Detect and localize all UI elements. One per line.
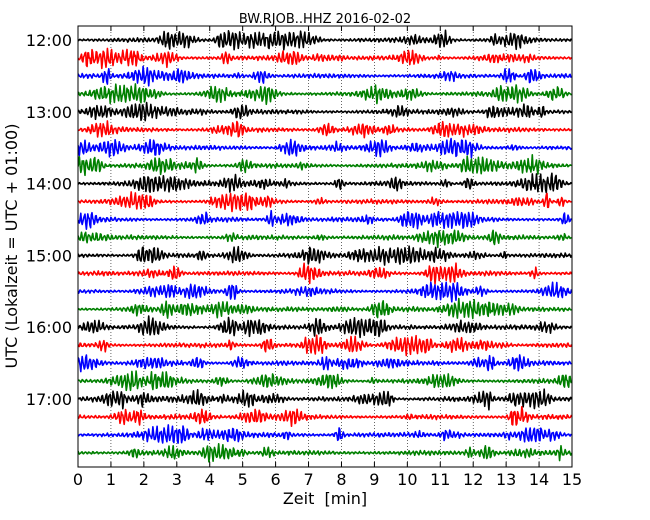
- seismic-trace: [78, 388, 572, 411]
- y-axis-label: UTC (Lokalzeit = UTC + 01:00): [2, 124, 21, 369]
- y-tick-label: 15:00: [26, 246, 72, 265]
- x-tick-label: 3: [172, 470, 182, 489]
- traces-layer: [78, 29, 572, 463]
- x-tick-label: 4: [205, 470, 215, 489]
- seismic-trace: [78, 442, 572, 463]
- seismic-trace: [78, 354, 572, 373]
- seismic-trace: [78, 47, 572, 70]
- seismic-trace: [78, 262, 572, 285]
- x-tick-label: 0: [73, 470, 83, 489]
- seismic-trace: [78, 315, 572, 339]
- seismic-trace: [78, 191, 572, 213]
- seismic-trace: [78, 29, 572, 51]
- x-tick-label: 6: [271, 470, 281, 489]
- x-axis-label: Zeit [min]: [283, 489, 367, 508]
- plot-frame: [77, 25, 573, 468]
- x-tick-label: 14: [529, 470, 549, 489]
- y-tick-label: 12:00: [26, 31, 72, 50]
- x-tick-label: 15: [562, 470, 582, 489]
- chart-title: BW.RJOB..HHZ 2016-02-02: [239, 12, 411, 27]
- seismic-trace: [78, 154, 572, 177]
- x-tick-label: 13: [496, 470, 516, 489]
- x-tick-label: 7: [303, 470, 313, 489]
- x-tick-label: 2: [139, 470, 149, 489]
- y-tick-label: 14:00: [26, 175, 72, 194]
- seismic-trace: [78, 65, 572, 87]
- x-axis: 0 1 2 3 4 5 6 7 8 9 10 11 12 13 14 15: [73, 26, 582, 489]
- seismic-trace: [78, 229, 572, 249]
- x-tick-label: 8: [336, 470, 346, 489]
- seismic-trace: [78, 297, 572, 320]
- seismic-trace: [78, 120, 572, 139]
- seismic-trace: [78, 370, 572, 392]
- seismic-trace: [78, 209, 572, 231]
- seismic-trace: [78, 334, 572, 357]
- y-tick-label: 13:00: [26, 103, 72, 122]
- x-tick-label: 11: [430, 470, 450, 489]
- y-axis: 12:00 13:00 14:00 15:00 16:00 17:00: [26, 31, 572, 409]
- x-tick-label: 5: [238, 470, 248, 489]
- y-tick-label: 17:00: [26, 390, 72, 409]
- seismic-trace: [78, 101, 572, 122]
- seismic-trace: [78, 83, 572, 106]
- x-tick-label: 12: [463, 470, 483, 489]
- seismic-trace: [78, 137, 572, 159]
- x-tick-label: 1: [106, 470, 116, 489]
- x-tick-label: 10: [397, 470, 417, 489]
- seismic-trace: [78, 245, 572, 266]
- x-tick-label: 9: [369, 470, 379, 489]
- y-tick-label: 16:00: [26, 318, 72, 337]
- seismic-trace: [78, 281, 572, 303]
- seismic-trace: [78, 424, 572, 444]
- seismic-trace: [78, 172, 572, 194]
- seismic-trace: [78, 405, 572, 428]
